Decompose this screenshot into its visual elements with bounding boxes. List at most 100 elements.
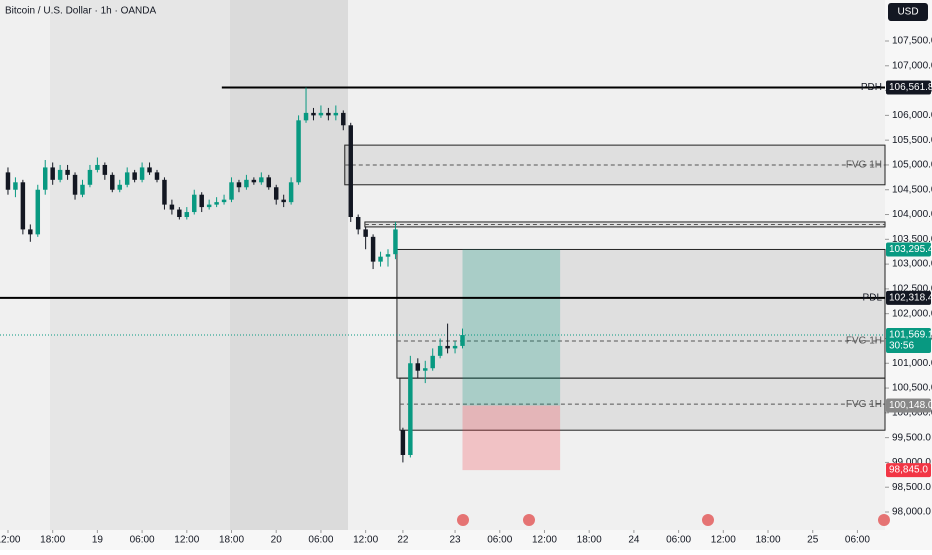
- x-tick-label: 18:00: [577, 535, 602, 546]
- level-label: PDH: [861, 82, 882, 93]
- candle-body: [341, 112, 346, 126]
- candle-body: [214, 202, 219, 205]
- candle-body: [311, 112, 316, 116]
- candle-body: [385, 254, 391, 257]
- candle-body: [326, 112, 331, 116]
- candle-body: [28, 229, 33, 235]
- x-tick-label: 12:00: [711, 535, 736, 546]
- y-tick-label: 103,500.0: [892, 234, 932, 245]
- candle-body: [5, 172, 11, 190]
- candle-body: [95, 164, 100, 170]
- countdown: 30:56: [889, 341, 914, 352]
- y-tick-label: 100,500.0: [892, 383, 932, 394]
- session-band: [230, 0, 348, 530]
- candle-body: [437, 345, 443, 356]
- candle-body: [460, 335, 465, 346]
- candle-body: [303, 112, 309, 121]
- y-tick-label: 99,500.0: [892, 432, 931, 443]
- last-price-text: 101,569.1: [889, 330, 932, 341]
- candle-body: [393, 229, 398, 255]
- x-tick-label: 19: [92, 535, 104, 546]
- candle-body: [423, 368, 428, 371]
- candle-body: [445, 345, 450, 349]
- x-tick-label: 06:00: [845, 535, 870, 546]
- y-tick-label: 102,000.0: [892, 308, 932, 319]
- candle-body: [87, 169, 93, 185]
- y-tick-label: 99,000.0: [892, 457, 931, 468]
- candle-body: [110, 174, 115, 190]
- candle-body: [154, 172, 160, 180]
- candle-body: [20, 182, 26, 230]
- candle-body: [80, 184, 85, 195]
- candle-body: [57, 169, 63, 180]
- candle-body: [124, 172, 130, 185]
- target-tag-text: 103,295.4: [889, 244, 932, 255]
- candle-body: [251, 179, 257, 183]
- candle-body: [162, 179, 167, 205]
- candle-body: [348, 125, 353, 218]
- time-axis: [0, 530, 932, 550]
- candle-body: [35, 189, 41, 235]
- candle-body: [147, 167, 152, 173]
- session-band: [50, 0, 230, 530]
- candle-body: [229, 182, 234, 200]
- candle-body: [244, 179, 249, 188]
- x-tick-label: 18:00: [219, 535, 244, 546]
- y-tick-label: 105,000.0: [892, 160, 932, 171]
- candle-body: [169, 204, 175, 210]
- y-tick-label: 107,000.0: [892, 60, 932, 71]
- target-tag-box: [886, 242, 931, 257]
- candle-body: [139, 167, 145, 180]
- candle-body: [333, 112, 339, 116]
- candle-body: [192, 194, 197, 213]
- candle-body: [65, 169, 70, 175]
- candle-body: [259, 177, 264, 183]
- x-tick-label: 12:00: [0, 535, 21, 546]
- candle-body: [281, 199, 286, 203]
- y-tick-label: 102,500.0: [892, 284, 932, 295]
- target-area: [462, 249, 561, 406]
- x-tick-label: 06:00: [308, 535, 333, 546]
- x-tick-label: 18:00: [755, 535, 780, 546]
- candle-body: [184, 212, 190, 218]
- fvg-label: FVG 1H: [846, 160, 882, 171]
- candle-body: [288, 182, 294, 203]
- y-tick-label: 103,000.0: [892, 259, 932, 270]
- candle-body: [117, 184, 122, 190]
- candle-body: [42, 167, 48, 190]
- entry-tag-text: 100,148.0: [889, 400, 932, 411]
- stop-area: [462, 405, 561, 471]
- x-tick-label: 22: [397, 535, 409, 546]
- x-tick-label: 20: [271, 535, 283, 546]
- currency-button[interactable]: [888, 3, 928, 21]
- level-tag-text: 102,318.4: [889, 293, 932, 304]
- chart-title: Bitcoin / U.S. Dollar · 1h · OANDA: [5, 6, 156, 17]
- candle-body: [355, 217, 361, 230]
- candle-body: [400, 430, 406, 455]
- fvg-zone: [344, 144, 886, 186]
- candle-body: [72, 174, 78, 195]
- x-tick-label: 18:00: [40, 535, 65, 546]
- candle-body: [430, 355, 435, 369]
- currency[interactable]: USD: [897, 7, 918, 18]
- y-tick-label: 98,500.0: [892, 482, 931, 493]
- candle-body: [415, 363, 421, 371]
- x-tick-label: 06:00: [666, 535, 691, 546]
- fvg-label: FVG 1H: [846, 336, 882, 347]
- level-tag-text: 106,561.8: [889, 82, 932, 93]
- candle-body: [199, 194, 204, 208]
- entry-tag-box: [886, 398, 931, 413]
- candle-body: [236, 182, 242, 188]
- candle-body: [50, 167, 55, 180]
- event-icons: [457, 514, 890, 526]
- x-tick-label: 12:00: [174, 535, 199, 546]
- candle-body: [318, 112, 324, 116]
- candle-body: [378, 256, 383, 262]
- candle-body: [452, 345, 458, 349]
- candle-body: [370, 236, 376, 262]
- stop-tag-box: [886, 463, 931, 478]
- level-tag-box: [886, 80, 931, 95]
- candle-body: [296, 120, 301, 183]
- fvg-label: FVG 1H: [846, 399, 882, 410]
- candle-body: [363, 229, 368, 237]
